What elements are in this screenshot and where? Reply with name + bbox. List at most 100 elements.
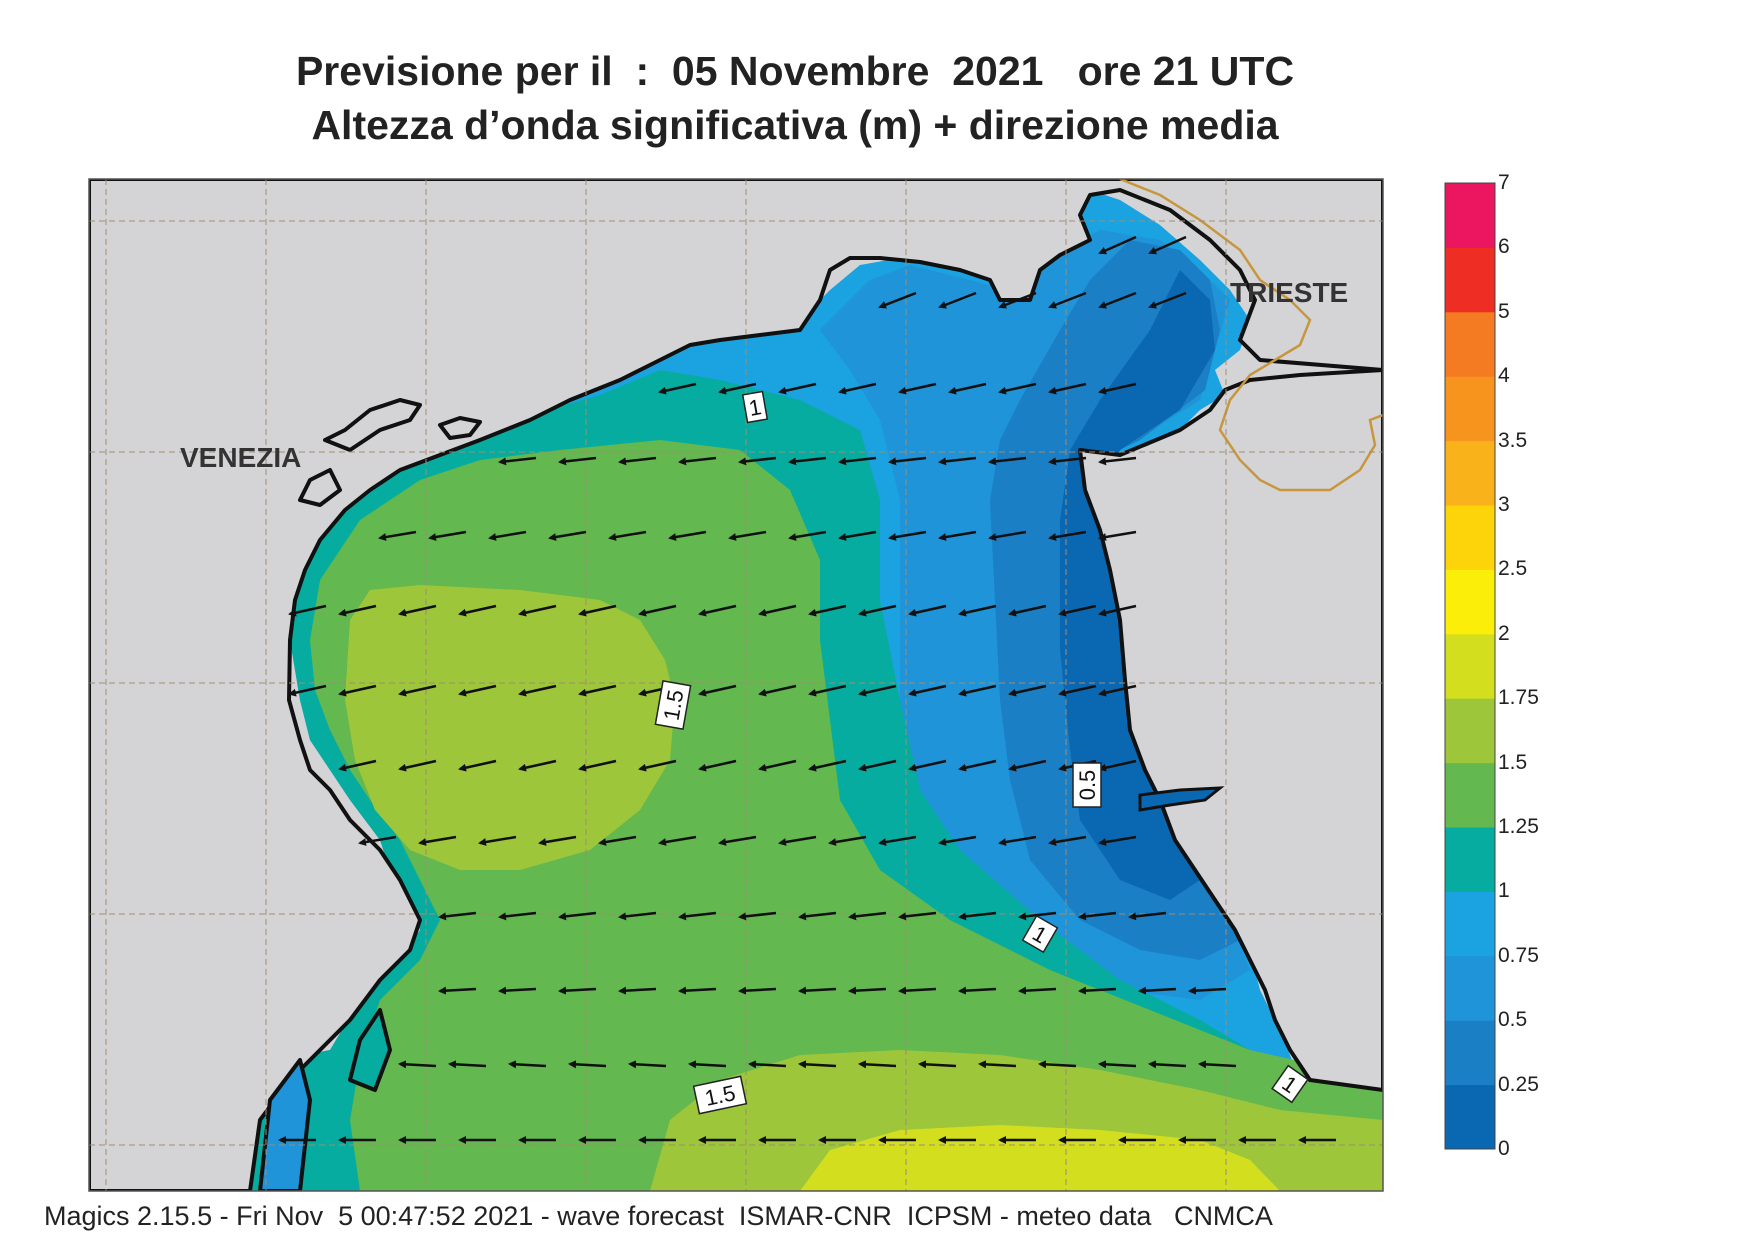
- color-scale-label: 0.5: [1498, 1008, 1528, 1032]
- wave-direction-arrow: [418, 835, 457, 846]
- wave-direction-arrow: [548, 530, 587, 541]
- wave-direction-arrow: [428, 530, 467, 541]
- wave-direction-arrow: [958, 684, 997, 697]
- wave-direction-arrow: [438, 911, 477, 921]
- wave-direction-arrow: [578, 684, 617, 697]
- color-scale-label: 0.25: [1498, 1072, 1539, 1096]
- color-scale-swatch: [1445, 311, 1495, 377]
- wave-direction-arrow: [998, 835, 1037, 846]
- color-scale-swatch: [1445, 376, 1495, 442]
- wave-direction-arrow: [628, 1060, 667, 1069]
- national-border: [1119, 179, 1383, 492]
- wave-direction-arrow: [698, 684, 737, 697]
- wave-direction-arrow: [978, 1060, 1017, 1069]
- wave-direction-arrow: [558, 911, 597, 921]
- wave-direction-arrows: [278, 235, 1336, 1144]
- wave-direction-arrow: [1098, 835, 1137, 846]
- color-scale-border: [1444, 182, 1496, 1150]
- wave-direction-arrow: [738, 456, 777, 466]
- wave-direction-arrow: [538, 835, 577, 846]
- wave-direction-arrow: [1098, 291, 1137, 309]
- wave-direction-arrow: [938, 291, 977, 309]
- color-scale-swatch: [1445, 569, 1495, 635]
- color-scale-label: 1: [1498, 879, 1510, 903]
- wave-direction-arrow: [1138, 986, 1177, 995]
- band-0-25: [1060, 270, 1215, 900]
- wave-direction-arrow: [1198, 1060, 1237, 1069]
- wave-direction-arrow: [438, 986, 477, 995]
- color-scale-bar: [1444, 182, 1496, 1150]
- wave-direction-arrow: [698, 604, 737, 617]
- wave-direction-arrow: [838, 382, 877, 395]
- wave-direction-arrow: [678, 986, 717, 995]
- wave-direction-arrow: [338, 684, 377, 697]
- wave-direction-arrow: [638, 759, 677, 772]
- wave-direction-arrow: [1058, 604, 1097, 617]
- wave-direction-arrow: [1048, 382, 1087, 395]
- wave-direction-arrow: [398, 759, 437, 772]
- wave-direction-arrow: [898, 986, 937, 995]
- wave-direction-arrow: [938, 835, 977, 846]
- color-scale-swatch: [1445, 247, 1495, 313]
- wave-direction-arrow: [338, 759, 377, 772]
- wave-direction-arrow: [898, 382, 937, 395]
- forecast-subtitle: Altezza d’onda significativa (m) + direz…: [311, 102, 1279, 148]
- lat-lon-grid: [89, 179, 1383, 1191]
- wave-direction-arrow: [558, 456, 597, 466]
- wave-direction-arrow: [688, 1060, 727, 1069]
- wave-direction-arrow: [718, 835, 757, 846]
- wave-direction-arrow: [888, 456, 927, 466]
- wave-direction-arrow: [958, 911, 997, 921]
- wave-direction-arrow: [758, 759, 797, 772]
- wave-direction-arrow: [758, 604, 797, 617]
- wave-direction-arrow: [808, 604, 847, 617]
- wave-direction-arrow: [458, 684, 497, 697]
- wave-direction-arrow: [658, 835, 697, 846]
- color-scale-swatch: [1445, 955, 1495, 1021]
- wave-direction-arrow: [398, 684, 437, 697]
- wave-direction-arrow: [778, 382, 817, 395]
- wave-direction-arrow: [508, 1060, 547, 1069]
- color-scale-label: 3.5: [1498, 428, 1528, 452]
- wave-direction-arrow: [738, 911, 777, 921]
- band-0-5: [990, 240, 1240, 960]
- wave-direction-arrow: [458, 759, 497, 772]
- wave-direction-arrow: [358, 835, 397, 846]
- wave-direction-arrow: [808, 759, 847, 772]
- color-scale-swatch: [1445, 698, 1495, 764]
- wave-direction-arrow: [1098, 684, 1137, 697]
- wave-direction-arrow: [738, 986, 777, 995]
- color-scale-swatch: [1445, 633, 1495, 699]
- wave-direction-arrow: [1018, 986, 1057, 995]
- color-scale-swatch: [1445, 1084, 1495, 1150]
- color-scale-label: 0: [1498, 1137, 1510, 1160]
- color-scale-label: 6: [1498, 235, 1510, 259]
- wave-direction-arrow: [518, 684, 557, 697]
- city-label-venezia: VENEZIA: [180, 442, 301, 473]
- wave-direction-arrow: [618, 911, 657, 921]
- wave-direction-arrow: [1008, 604, 1047, 617]
- wave-direction-arrow: [1098, 759, 1137, 772]
- wave-direction-arrow: [1188, 986, 1227, 995]
- wave-direction-arrow: [948, 382, 987, 395]
- wave-direction-arrow: [598, 835, 637, 846]
- wave-direction-arrow: [1148, 1060, 1187, 1069]
- wave-direction-arrow: [1098, 382, 1137, 395]
- wave-direction-arrow: [578, 604, 617, 617]
- wave-direction-arrow: [1078, 986, 1117, 995]
- band-1-75-south: [800, 1125, 1280, 1191]
- wave-direction-arrow: [878, 291, 917, 309]
- lagoon-island-1: [323, 398, 422, 452]
- wave-direction-arrow: [858, 684, 897, 697]
- color-scale-label: 1.25: [1498, 815, 1539, 838]
- wave-direction-arrow: [458, 604, 497, 617]
- color-scale-swatch: [1445, 183, 1495, 248]
- wave-direction-arrow: [938, 530, 977, 541]
- contour-label: 1.5: [703, 1080, 738, 1111]
- wave-direction-arrow: [1148, 235, 1187, 255]
- wave-direction-arrow: [848, 911, 887, 921]
- wave-direction-arrow: [1098, 235, 1137, 255]
- contour-label: 0.5: [1075, 770, 1100, 801]
- wave-direction-arrow: [808, 684, 847, 697]
- wave-direction-arrow: [958, 759, 997, 772]
